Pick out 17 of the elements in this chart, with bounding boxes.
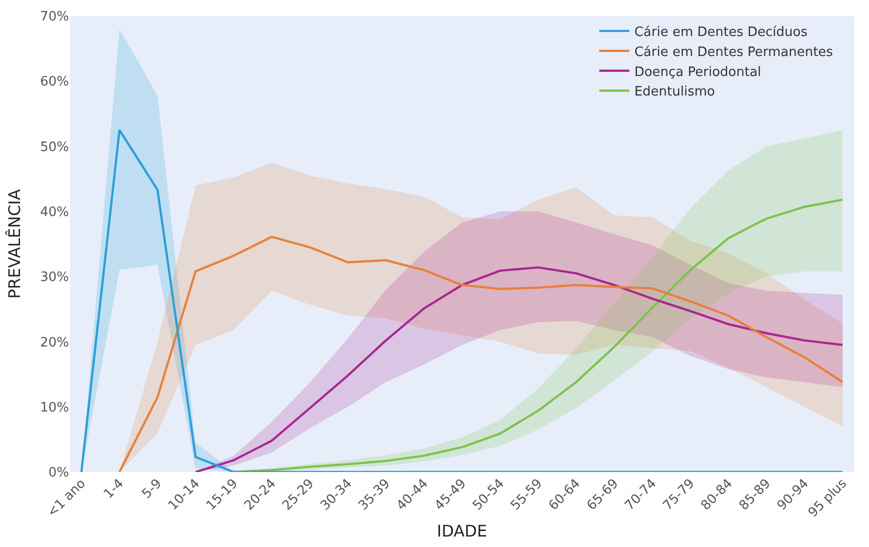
y-tick-label: 40% bbox=[40, 204, 69, 220]
legend-label: Cárie em Dentes Permanentes bbox=[634, 44, 834, 60]
line-series bbox=[118, 236, 844, 472]
y-tick-label: 20% bbox=[40, 335, 69, 350]
x-tick-label: 5-9 bbox=[139, 476, 165, 502]
y-tick-label: 30% bbox=[40, 270, 69, 286]
legend-label: Edentulismo bbox=[634, 84, 716, 100]
y-tick-label: 10% bbox=[40, 400, 69, 416]
y-tick-label: 50% bbox=[40, 140, 69, 155]
x-axis-title: IDADE bbox=[436, 521, 488, 540]
y-tick-label: 70% bbox=[40, 10, 69, 25]
y-axis-title: PREVALÊNCIA bbox=[4, 189, 24, 299]
legend-label: Cárie em Dentes Decíduos bbox=[634, 25, 808, 40]
line-series bbox=[194, 266, 844, 472]
legend-label: Doença Periodontal bbox=[634, 64, 762, 80]
y-tick-label: 60% bbox=[40, 74, 69, 90]
x-tick-label: 1-4 bbox=[101, 476, 127, 502]
